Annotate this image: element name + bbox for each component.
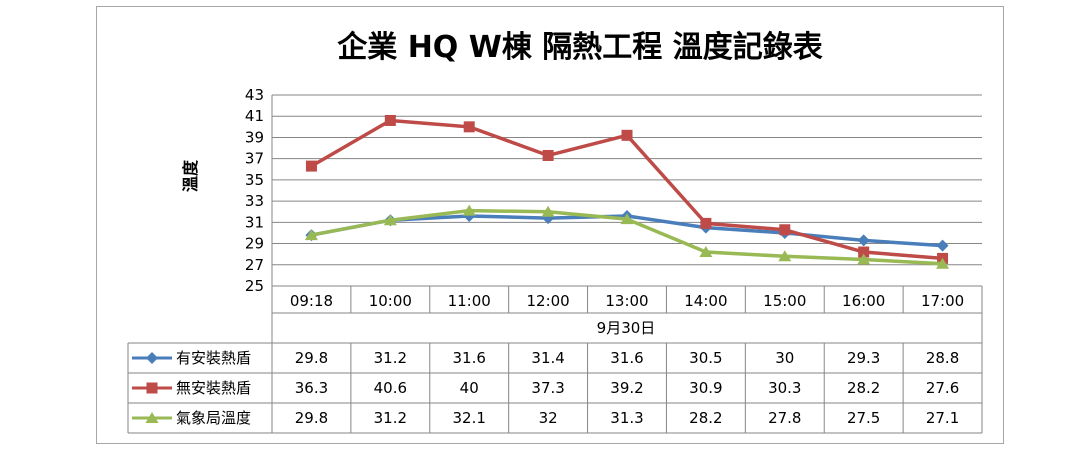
table-cell-value: 31.6 [610,349,643,367]
table-cell-value: 27.8 [768,409,801,427]
table-cell-value: 40.6 [374,379,407,397]
chart-title: 企業 HQ W棟 隔熱工程 溫度記錄表 [337,30,822,65]
gridlines [271,94,982,287]
table-cell-value: 30.3 [768,379,801,397]
table-cell-value: 32.1 [453,409,486,427]
data-point [779,224,791,236]
x-tick-label: 12:00 [526,292,569,310]
data-point [778,250,792,262]
x-tick-label: 11:00 [448,292,491,310]
data-point [305,160,317,172]
x-tick-label: 15:00 [763,292,806,310]
data-point [620,213,634,225]
chart-frame [96,6,1004,444]
y-axis-label: 溫度 [181,159,200,192]
data-point [858,246,870,258]
data-point [463,121,475,133]
table-cell-value: 30 [775,349,794,367]
table-cell-value: 28.2 [847,379,880,397]
x-tick-label: 17:00 [921,292,964,310]
data-point [857,234,870,247]
data-point [700,217,712,229]
y-tick-label: 31 [245,213,264,231]
x-tick-label: 14:00 [684,292,727,310]
table-cell-value: 28.8 [926,349,959,367]
data-point [383,214,397,226]
legend-label: 無安裝熱盾 [176,379,251,397]
table-cell-value: 37.3 [531,379,564,397]
data-point [936,257,950,269]
x-axis-label: 9月30日 [597,319,656,337]
y-tick-label: 27 [245,256,264,274]
series-lines [304,114,950,269]
x-tick-label: 13:00 [605,292,648,310]
table-cell-value: 31.6 [453,349,486,367]
legend-label: 有安裝熱盾 [176,349,251,367]
y-tick-label: 33 [245,192,264,210]
table-cell-value: 36.3 [295,379,328,397]
y-axis-ticks: 25 27 29 31 33 35 37 39 41 43 [245,86,264,295]
table-cell-value: 39.2 [610,379,643,397]
y-tick-label: 41 [245,107,264,125]
y-tick-label: 25 [245,277,264,295]
legend-key-marker [145,412,159,423]
y-tick-label: 29 [245,235,264,253]
table-cell-value: 29.3 [847,349,880,367]
table-cell-value: 31.4 [531,349,564,367]
y-tick-label: 43 [245,86,264,104]
table-cell-value: 30.5 [689,349,722,367]
table-cell-value: 29.8 [295,349,328,367]
legend-key-marker [146,352,158,364]
table-cell-value: 27.6 [926,379,959,397]
legend-key-marker [146,382,158,394]
table-cell-value: 28.2 [689,409,722,427]
data-point [936,239,949,252]
legend-label: 氣象局溫度 [176,409,251,427]
table-cell-value: 31.2 [374,409,407,427]
data-point [541,205,555,217]
y-tick-label: 35 [245,171,264,189]
table-cell-value: 30.9 [689,379,722,397]
x-tick-label: 16:00 [842,292,885,310]
data-point [384,114,396,126]
x-tick-label: 09:18 [290,292,333,310]
y-tick-label: 39 [245,128,264,146]
table-cell-value: 27.5 [847,409,880,427]
table-cell-value: 31.3 [610,409,643,427]
x-tick-label: 10:00 [369,292,412,310]
data-point [542,149,554,161]
data-point [699,246,713,258]
table-cell-value: 29.8 [295,409,328,427]
table-cell-value: 31.2 [374,349,407,367]
data-point [304,229,318,241]
data-point [857,253,871,265]
table-cell-value: 27.1 [926,409,959,427]
data-table: 09:18 10:00 11:00 12:00 13:00 14:00 15:00 16:00… [127,286,983,434]
table-cell-value: 40 [460,379,479,397]
y-tick-label: 37 [245,150,264,168]
data-point [462,204,476,216]
table-cell-value: 32 [539,409,558,427]
data-point [621,129,633,141]
